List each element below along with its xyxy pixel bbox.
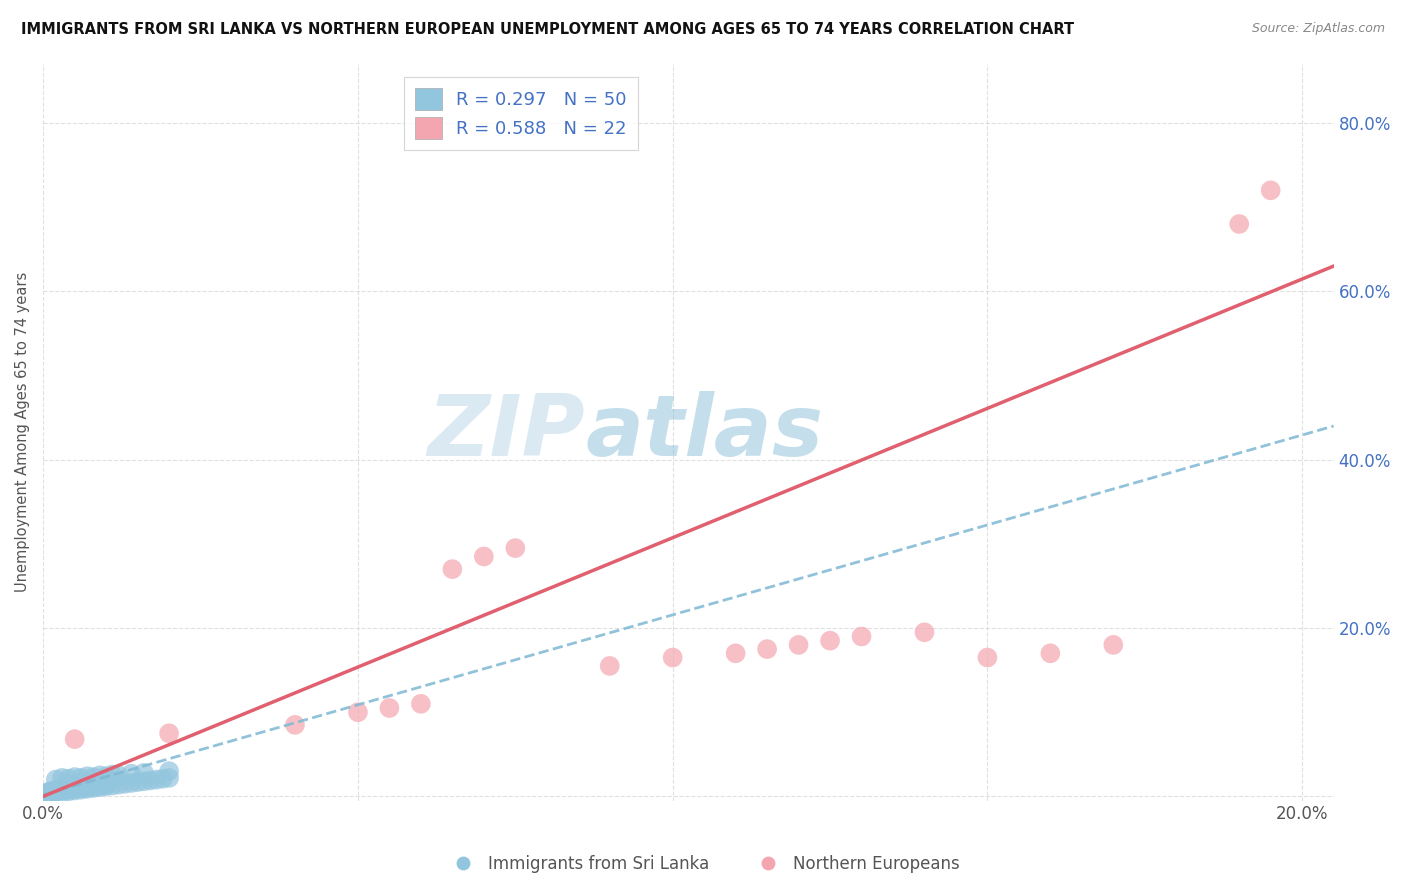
Point bbox=[107, 778, 129, 792]
Point bbox=[58, 772, 80, 786]
Point bbox=[51, 783, 73, 797]
Point bbox=[51, 771, 73, 785]
Text: ZIP: ZIP bbox=[427, 391, 585, 474]
Point bbox=[120, 776, 142, 790]
Point bbox=[41, 787, 63, 801]
Point bbox=[89, 780, 111, 794]
Point bbox=[1227, 217, 1250, 231]
Text: IMMIGRANTS FROM SRI LANKA VS NORTHERN EUROPEAN UNEMPLOYMENT AMONG AGES 65 TO 74 : IMMIGRANTS FROM SRI LANKA VS NORTHERN EU… bbox=[21, 22, 1074, 37]
Point bbox=[157, 771, 180, 785]
Point bbox=[58, 784, 80, 798]
Point bbox=[63, 781, 86, 796]
Point bbox=[441, 562, 464, 576]
Point bbox=[914, 625, 936, 640]
Text: atlas: atlas bbox=[585, 391, 824, 474]
Point bbox=[89, 768, 111, 782]
Point bbox=[63, 732, 86, 747]
Point bbox=[70, 771, 93, 785]
Point bbox=[756, 642, 779, 657]
Point bbox=[101, 779, 124, 793]
Point bbox=[1102, 638, 1125, 652]
Point bbox=[63, 770, 86, 784]
Point bbox=[472, 549, 495, 564]
Point bbox=[505, 541, 527, 555]
Point bbox=[83, 770, 105, 784]
Point bbox=[35, 786, 58, 800]
Point bbox=[83, 780, 105, 795]
Point bbox=[45, 785, 67, 799]
Point bbox=[58, 782, 80, 797]
Point bbox=[35, 788, 58, 802]
Point bbox=[378, 701, 401, 715]
Point bbox=[145, 772, 167, 787]
Point bbox=[157, 726, 180, 740]
Point bbox=[63, 780, 86, 794]
Point bbox=[139, 773, 162, 788]
Point bbox=[51, 785, 73, 799]
Point bbox=[724, 646, 747, 660]
Point bbox=[76, 769, 98, 783]
Point bbox=[120, 766, 142, 780]
Point bbox=[89, 779, 111, 793]
Point bbox=[409, 697, 432, 711]
Point bbox=[132, 774, 155, 789]
Point bbox=[818, 633, 841, 648]
Point bbox=[38, 787, 60, 801]
Point bbox=[70, 780, 93, 795]
Point bbox=[661, 650, 683, 665]
Point bbox=[76, 780, 98, 794]
Point bbox=[101, 767, 124, 781]
Point bbox=[63, 783, 86, 797]
Point bbox=[152, 772, 174, 786]
Point bbox=[94, 769, 117, 783]
Point bbox=[94, 780, 117, 794]
Point bbox=[787, 638, 810, 652]
Legend: Immigrants from Sri Lanka, Northern Europeans: Immigrants from Sri Lanka, Northern Euro… bbox=[440, 848, 966, 880]
Point bbox=[599, 659, 621, 673]
Point bbox=[45, 782, 67, 797]
Point bbox=[132, 765, 155, 780]
Point bbox=[45, 772, 67, 787]
Text: Source: ZipAtlas.com: Source: ZipAtlas.com bbox=[1251, 22, 1385, 36]
Point bbox=[76, 781, 98, 796]
Point bbox=[38, 784, 60, 798]
Point bbox=[157, 764, 180, 779]
Point bbox=[1039, 646, 1062, 660]
Point bbox=[851, 630, 873, 644]
Point bbox=[38, 785, 60, 799]
Point bbox=[284, 718, 307, 732]
Point bbox=[114, 777, 136, 791]
Y-axis label: Unemployment Among Ages 65 to 74 years: Unemployment Among Ages 65 to 74 years bbox=[15, 272, 30, 592]
Point bbox=[127, 775, 149, 789]
Point bbox=[1260, 183, 1282, 197]
Point bbox=[976, 650, 998, 665]
Point bbox=[347, 705, 370, 719]
Point bbox=[70, 782, 93, 797]
Legend: R = 0.297   N = 50, R = 0.588   N = 22: R = 0.297 N = 50, R = 0.588 N = 22 bbox=[404, 77, 637, 150]
Point bbox=[83, 780, 105, 794]
Point bbox=[94, 778, 117, 792]
Point bbox=[51, 781, 73, 796]
Point bbox=[107, 768, 129, 782]
